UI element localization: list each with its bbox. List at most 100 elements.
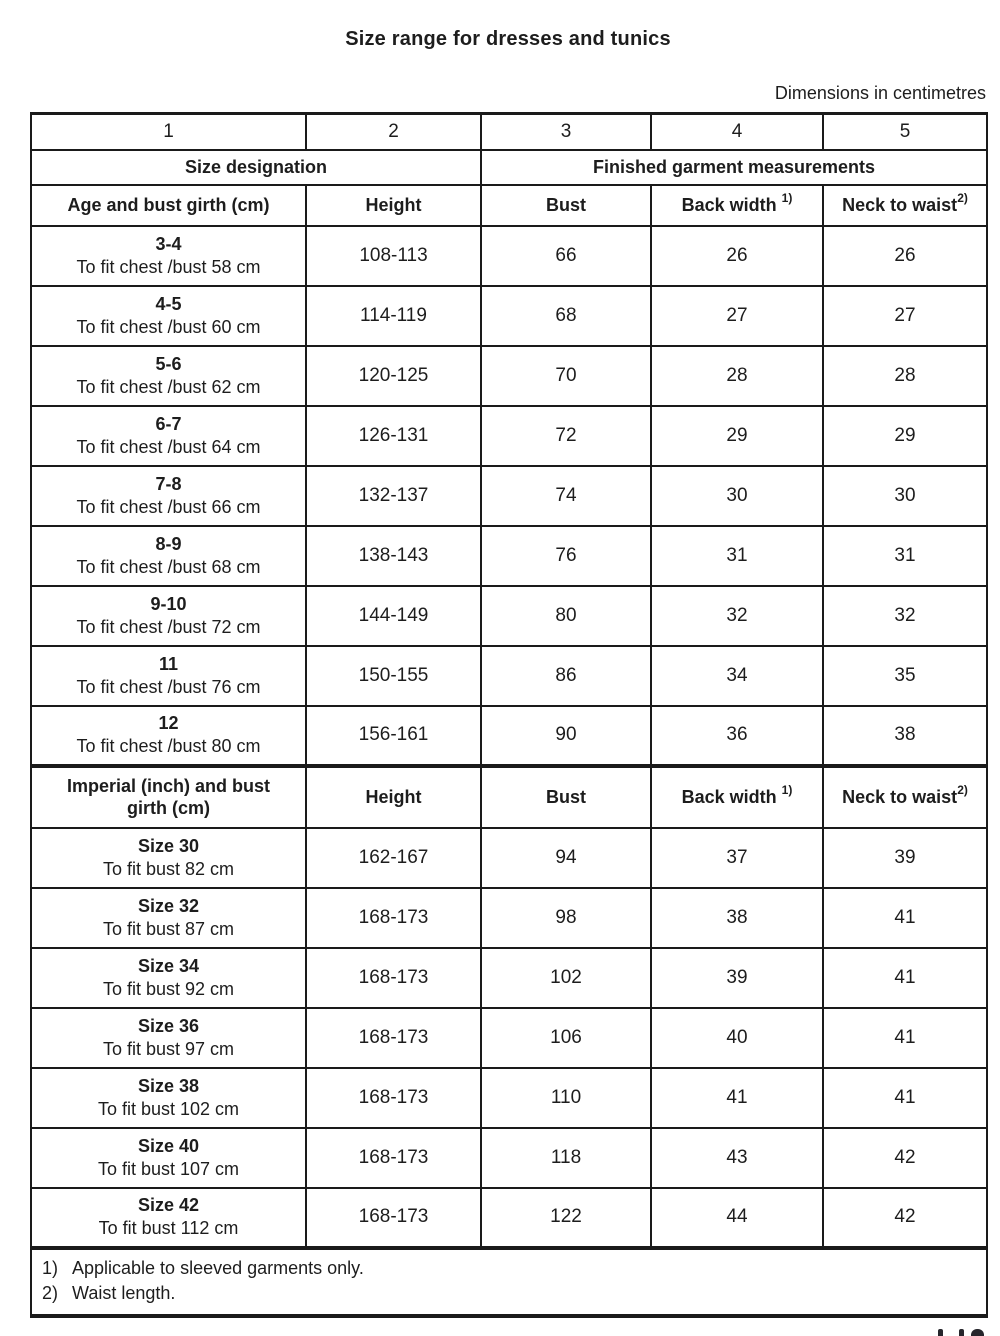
size-label: Size 42: [137, 1195, 200, 1216]
glyph-stub: [971, 1329, 984, 1336]
height-value: 126-131: [305, 404, 482, 467]
back-width-value: 27: [650, 284, 824, 347]
bust-value: 98: [480, 886, 652, 949]
group-header-size-designation: Size designation: [30, 148, 482, 186]
back-width-value: 43: [650, 1126, 824, 1189]
footnote-ref-1: 1): [781, 782, 793, 797]
neck-to-waist-value: 38: [822, 704, 988, 767]
bust-value: 72: [480, 404, 652, 467]
column-number: 2: [305, 112, 482, 151]
column-number: 1: [30, 112, 307, 151]
bust-value: 74: [480, 464, 652, 527]
size-label: Size 30: [137, 835, 200, 856]
fit-label: To fit chest /bust 60 cm: [76, 316, 261, 337]
bust-value: 122: [480, 1186, 652, 1249]
fit-label: To fit chest /bust 72 cm: [76, 616, 261, 637]
fit-label: To fit bust 102 cm: [97, 1098, 240, 1119]
bust-value: 102: [480, 946, 652, 1009]
height-value: 156-161: [305, 704, 482, 767]
neck-to-waist-value: 41: [822, 886, 988, 949]
neck-to-waist-value: 28: [822, 344, 988, 407]
header-bust: Bust: [480, 183, 652, 227]
height-value: 108-113: [305, 224, 482, 287]
fit-label: To fit chest /bust 58 cm: [76, 256, 261, 277]
fit-label: To fit bust 97 cm: [102, 1038, 235, 1059]
back-width-value: 36: [650, 704, 824, 767]
size-label: 6-7: [155, 413, 182, 434]
fit-label: To fit chest /bust 64 cm: [76, 436, 261, 457]
fit-label: To fit chest /bust 68 cm: [76, 556, 261, 577]
table-row: 8-9 To fit chest /bust 68 cm 138-143 76 3…: [30, 524, 988, 587]
bust-value: 118: [480, 1126, 652, 1189]
fit-label: To fit bust 82 cm: [102, 858, 235, 879]
size-label: Size 36: [137, 1015, 200, 1036]
footnotes-row: 1) Applicable to sleeved garments only. 2…: [30, 1245, 988, 1317]
size-range-table: 1 2 3 4 5 Size designation Finished garm…: [30, 112, 988, 1318]
back-width-value: 40: [650, 1006, 824, 1069]
header-neck-to-waist: Neck to waist2): [822, 763, 988, 829]
back-width-value: 38: [650, 886, 824, 949]
size-label: 8-9: [155, 533, 182, 554]
footnote-1: 1) Applicable to sleeved garments only.: [42, 1258, 976, 1279]
footnote-ref-2: 2): [957, 782, 968, 797]
back-width-value: 41: [650, 1066, 824, 1129]
bust-value: 76: [480, 524, 652, 587]
height-value: 138-143: [305, 524, 482, 587]
neck-to-waist-value: 29: [822, 404, 988, 467]
size-label: 12: [158, 713, 179, 734]
group-header-row: Size designation Finished garment measur…: [30, 148, 988, 186]
table-row: Size 38 To fit bust 102 cm 168-173 110 41…: [30, 1066, 988, 1129]
bust-value: 106: [480, 1006, 652, 1069]
neck-to-waist-value: 26: [822, 224, 988, 287]
table-row: 7-8 To fit chest /bust 66 cm 132-137 74 3…: [30, 464, 988, 527]
table-row: 3-4 To fit chest /bust 58 cm 108-113 66 2…: [30, 224, 988, 287]
neck-to-waist-value: 30: [822, 464, 988, 527]
back-width-value: 39: [650, 946, 824, 1009]
bust-value: 86: [480, 644, 652, 707]
fit-label: To fit chest /bust 76 cm: [76, 676, 261, 697]
header-neck-to-waist: Neck to waist2): [822, 183, 988, 227]
column-number: 4: [650, 112, 824, 151]
column-number-row: 1 2 3 4 5: [30, 112, 988, 151]
height-value: 132-137: [305, 464, 482, 527]
bust-value: 68: [480, 284, 652, 347]
units-note: Dimensions in centimetres: [774, 83, 986, 103]
header-bust: Bust: [480, 763, 652, 829]
table-row: Size 30 To fit bust 82 cm 162-167 94 37 3…: [30, 826, 988, 889]
table-row: 4-5 To fit chest /bust 60 cm 114-119 68 2…: [30, 284, 988, 347]
back-width-value: 29: [650, 404, 824, 467]
back-width-value: 31: [650, 524, 824, 587]
column-number: 3: [480, 112, 652, 151]
table-row: 6-7 To fit chest /bust 64 cm 126-131 72 2…: [30, 404, 988, 467]
size-label: Size 40: [137, 1135, 200, 1156]
neck-to-waist-value: 31: [822, 524, 988, 587]
back-width-value: 26: [650, 224, 824, 287]
neck-to-waist-value: 27: [822, 284, 988, 347]
height-value: 168-173: [305, 886, 482, 949]
bust-value: 66: [480, 224, 652, 287]
height-value: 168-173: [305, 1066, 482, 1129]
back-width-value: 30: [650, 464, 824, 527]
footnote-ref-2: 2): [957, 190, 968, 205]
bust-value: 110: [480, 1066, 652, 1129]
table-row: 9-10 To fit chest /bust 72 cm 144-149 80 …: [30, 584, 988, 647]
back-width-value: 34: [650, 644, 824, 707]
height-value: 168-173: [305, 1126, 482, 1189]
height-value: 168-173: [305, 1006, 482, 1069]
fit-label: To fit chest /bust 66 cm: [76, 496, 261, 517]
document-page: Size range for dresses and tunics Dimens…: [30, 28, 988, 1318]
header-age-bust-girth: Age and bust girth (cm): [30, 183, 307, 227]
table-row: Size 36 To fit bust 97 cm 168-173 106 40 …: [30, 1006, 988, 1069]
page-title: Size range for dresses and tunics: [345, 28, 671, 50]
footnote-2-text: Waist length.: [72, 1282, 176, 1303]
height-value: 114-119: [305, 284, 482, 347]
column-number: 5: [822, 112, 988, 151]
bust-value: 70: [480, 344, 652, 407]
back-width-value: 28: [650, 344, 824, 407]
cut-off-text-fragment: [938, 1329, 988, 1336]
neck-to-waist-value: 42: [822, 1186, 988, 1249]
height-value: 162-167: [305, 826, 482, 889]
table-row: 11 To fit chest /bust 76 cm 150-155 86 34…: [30, 644, 988, 707]
fit-label: To fit bust 112 cm: [98, 1218, 239, 1239]
header-imperial-bust-girth: Imperial (inch) and bust girth (cm): [30, 763, 307, 829]
